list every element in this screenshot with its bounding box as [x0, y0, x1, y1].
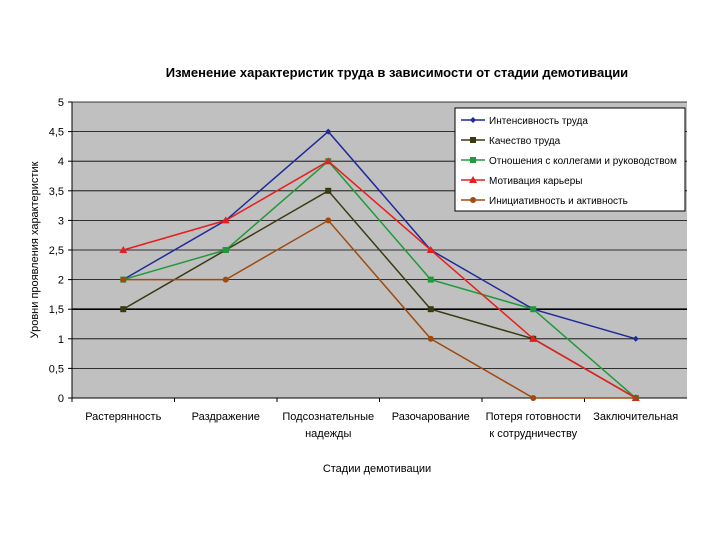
chart-title: Изменение характеристик труда в зависимо… [166, 65, 628, 80]
x-axis-categories: Растерянность Раздражение Подсознательные н… [71, 398, 678, 440]
data-point [325, 187, 332, 194]
data-point [222, 247, 229, 253]
data-point [632, 335, 639, 342]
data-point [632, 395, 639, 401]
data-point [529, 334, 538, 342]
data-point [470, 117, 476, 123]
data-point [427, 276, 434, 283]
y-tick-label: 4,5 [49, 127, 64, 139]
data-point [221, 216, 230, 224]
data-point [120, 306, 127, 313]
legend-item: Интенсивность труда [461, 116, 588, 127]
legend-label: Мотивация карьеры [489, 176, 582, 187]
data-point [426, 246, 435, 253]
legend-label: Качество труда [489, 136, 561, 147]
data-point [324, 157, 333, 165]
x-tick-label: Раздражение [192, 411, 260, 423]
x-tick-label: Подсознательные [282, 411, 374, 423]
legend-item: Мотивация карьеры [461, 176, 582, 187]
data-point [222, 276, 229, 283]
legend: Интенсивность труда Качество труда Отношен… [454, 107, 686, 212]
data-point [530, 395, 537, 401]
x-tick-label: Потеря готовности [486, 411, 581, 423]
y-tick-label: 3 [58, 215, 64, 227]
series-line [123, 219, 636, 399]
series-line [123, 160, 637, 399]
y-tick-label: 1 [58, 334, 64, 346]
data-point [470, 137, 476, 143]
series-line [122, 130, 636, 340]
legend-box [454, 107, 686, 212]
y-axis-ticks: 0 0,5 1 1,5 2 2,5 3 3,5 4 4,5 5 [49, 97, 72, 405]
x-tick-label: Растерянность [85, 411, 161, 423]
y-tick-label: 0,5 [49, 363, 64, 375]
legend-item: Отношения с коллегами и руководством [461, 156, 677, 167]
y-tick-label: 1,5 [49, 304, 64, 316]
data-point [470, 157, 476, 163]
series [120, 217, 639, 401]
data-point [469, 176, 477, 183]
data-point [427, 335, 434, 342]
x-tick-label: Разочарование [392, 411, 470, 423]
data-point [470, 197, 476, 203]
x-tick-label: надежды [305, 428, 351, 440]
y-tick-label: 5 [58, 97, 64, 109]
data-point [530, 306, 537, 313]
data-point [325, 128, 332, 135]
data-point [325, 217, 332, 224]
legend-label: Интенсивность труда [489, 116, 588, 127]
data-point [119, 246, 128, 253]
legend-label: Отношения с коллегами и руководством [489, 156, 677, 167]
legend-item: Качество труда [461, 136, 561, 147]
y-tick-label: 4 [58, 156, 64, 168]
y-axis-title: Уровни проявления характеристик [29, 161, 41, 338]
series-lines [119, 128, 640, 401]
y-tick-label: 2,5 [49, 245, 64, 257]
legend-label: Инициативность и активность [489, 196, 628, 207]
data-point [120, 276, 127, 283]
x-axis-title: Стадии демотивации [323, 463, 431, 475]
y-tick-label: 2 [58, 275, 64, 287]
y-tick-label: 3,5 [49, 186, 64, 198]
legend-item: Инициативность и активность [461, 196, 628, 207]
y-tick-label: 0 [58, 393, 64, 405]
x-tick-label: Заключительная [593, 411, 678, 423]
data-point [427, 306, 434, 313]
series-line [123, 160, 637, 399]
x-tick-label: к сотрудничеству [489, 428, 577, 440]
